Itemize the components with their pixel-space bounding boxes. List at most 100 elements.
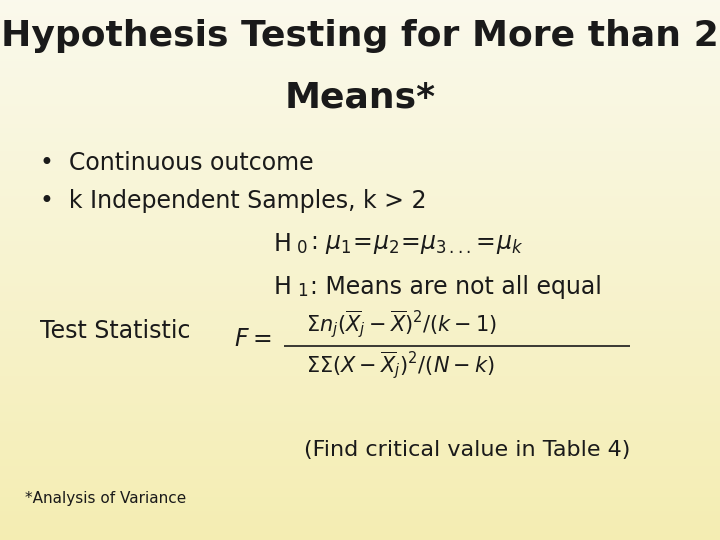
Bar [0, 531, 720, 533]
Bar [0, 31, 720, 32]
Bar [0, 339, 720, 340]
Text: *Analysis of Variance: *Analysis of Variance [25, 491, 186, 507]
Bar [0, 436, 720, 437]
Bar [0, 383, 720, 385]
Bar [0, 34, 720, 36]
Bar [0, 81, 720, 83]
Bar [0, 482, 720, 484]
Bar [0, 201, 720, 204]
Bar [0, 133, 720, 135]
Bar [0, 536, 720, 538]
Bar [0, 455, 720, 457]
Bar [0, 282, 720, 285]
Bar [0, 245, 720, 247]
Bar [0, 140, 720, 142]
Bar [0, 77, 720, 79]
Bar [0, 153, 720, 155]
Bar [0, 439, 720, 441]
Bar [0, 481, 720, 482]
Bar [0, 308, 720, 309]
Bar [0, 428, 720, 430]
Bar [0, 326, 720, 328]
Bar [0, 441, 720, 443]
Text: : $\mu_1\!=\!\mu_2\!=\!\mu_{3\,...}\!=\!\mu_k$: : $\mu_1\!=\!\mu_2\!=\!\mu_{3\,...}\!=\!… [310, 232, 523, 256]
Bar [0, 92, 720, 93]
Text: 0: 0 [297, 239, 308, 256]
Bar [0, 43, 720, 45]
Bar [0, 285, 720, 286]
Bar [0, 396, 720, 398]
Bar [0, 394, 720, 396]
Bar [0, 150, 720, 151]
Bar [0, 369, 720, 371]
Bar [0, 488, 720, 490]
Bar [0, 7, 720, 9]
Bar [0, 69, 720, 70]
Bar [0, 412, 720, 414]
Bar [0, 66, 720, 69]
Bar [0, 475, 720, 477]
Bar [0, 184, 720, 185]
Bar [0, 259, 720, 261]
Bar [0, 297, 720, 299]
Bar [0, 313, 720, 315]
Bar [0, 309, 720, 312]
Bar [0, 356, 720, 358]
Bar [0, 117, 720, 119]
Bar [0, 205, 720, 207]
Bar [0, 374, 720, 376]
Bar [0, 166, 720, 167]
Bar [0, 22, 720, 23]
Bar [0, 322, 720, 324]
Bar [0, 504, 720, 506]
Bar [0, 497, 720, 498]
Bar [0, 214, 720, 216]
Bar [0, 315, 720, 317]
Bar [0, 533, 720, 535]
Bar [0, 367, 720, 369]
Bar [0, 52, 720, 54]
Bar [0, 11, 720, 12]
Bar [0, 477, 720, 479]
Bar [0, 72, 720, 74]
Bar [0, 139, 720, 140]
Bar [0, 97, 720, 99]
Bar [0, 119, 720, 120]
Bar [0, 292, 720, 293]
Bar [0, 74, 720, 76]
Bar [0, 120, 720, 123]
Bar [0, 522, 720, 524]
Bar [0, 358, 720, 360]
Text: $\Sigma n_j(\overline{X}_j - \overline{X})^2/(k-1)$: $\Sigma n_j(\overline{X}_j - \overline{X… [306, 308, 497, 340]
Bar [0, 520, 720, 522]
Bar [0, 96, 720, 97]
Bar [0, 535, 720, 536]
Bar [0, 320, 720, 322]
Bar [0, 324, 720, 326]
Bar [0, 104, 720, 106]
Bar [0, 85, 720, 86]
Bar [0, 380, 720, 382]
Bar [0, 363, 720, 366]
Bar [0, 263, 720, 265]
Bar [0, 137, 720, 139]
Bar [0, 509, 720, 511]
Bar [0, 371, 720, 373]
Bar [0, 525, 720, 528]
Bar [0, 430, 720, 432]
Bar [0, 529, 720, 531]
Bar [0, 390, 720, 393]
Bar [0, 9, 720, 11]
Bar [0, 115, 720, 117]
Bar [0, 185, 720, 187]
Bar [0, 464, 720, 466]
Bar [0, 232, 720, 234]
Bar [0, 187, 720, 189]
Bar [0, 387, 720, 389]
Bar [0, 405, 720, 407]
Bar [0, 144, 720, 146]
Bar [0, 306, 720, 308]
Bar [0, 362, 720, 363]
Bar [0, 484, 720, 486]
Bar [0, 164, 720, 166]
